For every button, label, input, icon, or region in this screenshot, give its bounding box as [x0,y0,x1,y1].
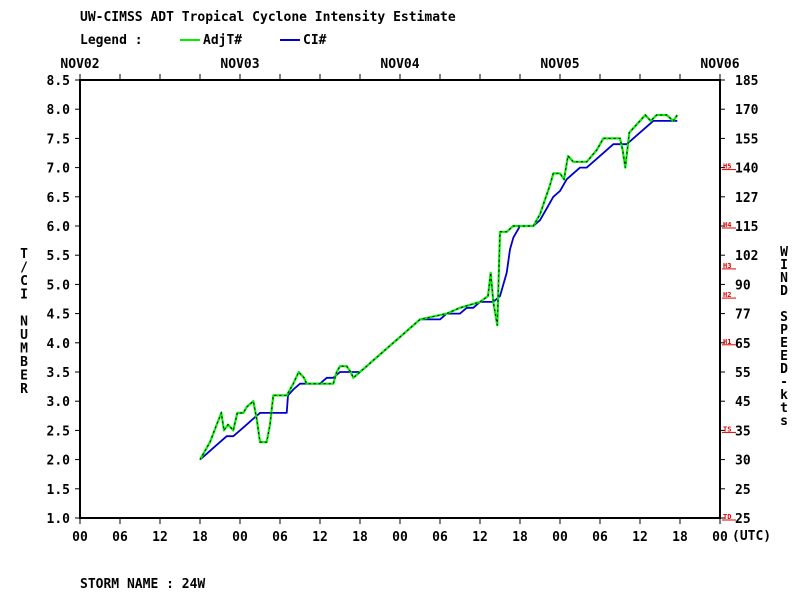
right-axis-title-char: D [780,362,788,377]
series-line-adjt-dots [199,114,678,460]
wind-tick-label: 45 [735,395,751,410]
hour-label: 00 [392,530,408,545]
wind-tick-label: 140 [735,162,759,177]
category-label: H3 [723,262,731,270]
right-axis-title-char: D [780,284,788,299]
axes-labels: 1.0 25 1.5 25 2.0 30 2.5 35 3.0 45 3.5 55 4.0 65 4.5 77… [47,57,759,545]
hour-label: 00 [712,530,728,545]
right-axis-title-char: N [780,271,788,286]
category-label: TS [723,425,731,433]
y-tick-label: 4.5 [47,308,70,323]
hour-label: 12 [312,530,328,545]
utc-label: (UTC) [732,529,771,544]
wind-tick-label: 55 [735,366,751,381]
hour-label: 18 [192,530,208,545]
hour-label: 00 [232,530,248,545]
left-axis-title-char: / [20,261,28,276]
wind-tick-label: 127 [735,191,758,206]
left-axis-title-char: U [20,328,28,343]
wind-tick-label: 170 [735,103,759,118]
y-tick-label: 4.0 [47,337,71,352]
y-tick-label: 6.0 [47,220,71,235]
left-axis-title-char: M [20,342,28,357]
wind-tick-label: 90 [735,278,751,293]
y-tick-label: 3.0 [47,395,71,410]
hour-label: 18 [352,530,368,545]
day-label: NOV03 [220,57,259,72]
y-tick-label: 8.0 [47,103,71,118]
hour-label: 06 [592,530,608,545]
right-axis-title-char: S [780,310,788,325]
wind-tick-label: 30 [735,454,751,469]
left-axis-title-char: E [20,369,28,384]
series-lines [199,113,679,461]
y-tick-label: 7.5 [47,132,70,147]
hour-label: 18 [672,530,688,545]
axes-ticks [75,74,736,524]
hour-label: 12 [152,530,168,545]
wind-tick-label: 185 [735,74,758,89]
y-tick-label: 1.5 [47,483,70,498]
y-tick-label: 6.5 [47,191,70,206]
hour-label: 00 [552,530,568,545]
category-label: H2 [723,291,731,299]
day-label: NOV06 [700,57,739,72]
legend: AdjT# CI# [180,33,327,48]
chart-title: UW-CIMSS ADT Tropical Cyclone Intensity … [80,10,456,25]
category-label: H1 [723,338,731,346]
legend-label-adjt: AdjT# [203,33,242,48]
wind-tick-label: 102 [735,249,758,264]
y-tick-label: 8.5 [47,74,70,89]
wind-tick-label: 25 [735,483,751,498]
y-tick-label: 5.0 [47,278,71,293]
wind-tick-label: 155 [735,132,758,147]
category-label: TD [723,513,731,521]
category-label: H5 [723,163,731,171]
storm-name: STORM NAME : 24W [80,577,205,592]
left-axis-title-char: B [20,355,28,370]
right-axis-title-char: W [780,245,788,260]
y-tick-label: 2.0 [47,454,71,469]
right-axis-title-char: I [780,258,788,273]
hour-label: 06 [272,530,288,545]
y-tick-label: 3.5 [47,366,70,381]
day-label: NOV05 [540,57,579,72]
hour-label: 06 [432,530,448,545]
legend-label-ci: CI# [303,33,327,48]
left-axis-title-char: I [20,288,28,303]
right-axis-title-char: k [780,388,788,403]
right-axis-title-char: E [780,336,788,351]
wind-tick-label: 77 [735,308,751,323]
wind-tick-label: 35 [735,424,751,439]
plot-frame [79,79,721,519]
hour-label: 12 [472,530,488,545]
right-axis-title-char: P [780,323,788,338]
hour-label: 12 [632,530,648,545]
right-axis-title-char: - [780,375,788,390]
hour-label: 18 [512,530,528,545]
left-axis-title-char: C [20,274,28,289]
right-axis-title-char: t [780,401,788,416]
left-axis-title-char: N [20,315,28,330]
right-axis-title-char: E [780,349,788,364]
y-tick-label: 7.0 [47,162,71,177]
wind-tick-label: 65 [735,337,751,352]
y-tick-label: 2.5 [47,424,70,439]
category-label: H4 [723,221,731,229]
right-axis-title-char: s [780,414,788,429]
hour-label: 06 [112,530,128,545]
day-label: NOV04 [380,57,419,72]
left-axis-title-char: T [20,247,28,262]
day-label: NOV02 [60,57,99,72]
hour-label: 00 [72,530,88,545]
wind-tick-label: 115 [735,220,758,235]
y-tick-label: 1.0 [47,512,71,527]
y-tick-label: 5.5 [47,249,70,264]
left-axis-title-char: R [20,382,28,397]
wind-tick-label: 25 [735,512,751,527]
legend-label: Legend : [80,33,143,48]
